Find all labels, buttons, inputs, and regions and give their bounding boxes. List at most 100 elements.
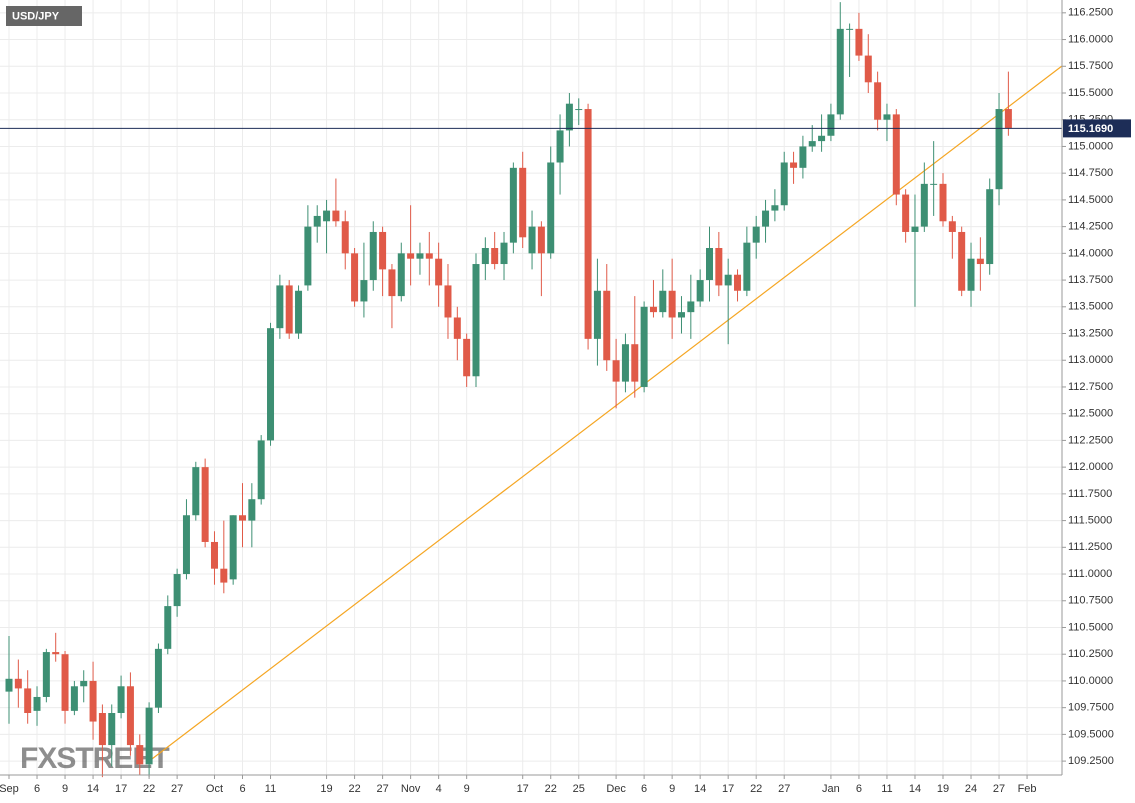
candle-body [154, 648, 162, 708]
x-tick-label: 9 [62, 783, 68, 795]
y-tick-label: 110.2500 [1068, 648, 1113, 660]
candle-body [435, 258, 443, 286]
x-tick-label: 22 [545, 783, 557, 795]
x-tick-label: 6 [641, 783, 647, 795]
candle-body [649, 306, 657, 313]
candle-body [818, 135, 826, 142]
candle-body [827, 114, 835, 136]
x-tick-label: 6 [856, 783, 862, 795]
y-tick-label: 115.0000 [1068, 140, 1113, 152]
candle-body [790, 162, 798, 168]
candle-body [640, 306, 648, 387]
candle-body [575, 109, 583, 111]
candle-body [126, 686, 134, 746]
candle-body [42, 652, 50, 697]
candle-body [33, 696, 41, 711]
candle-body [80, 680, 88, 687]
x-tick-label: 22 [750, 783, 762, 795]
y-tick-label: 109.2500 [1068, 755, 1114, 767]
candle-body [5, 678, 13, 692]
candle-body [192, 467, 200, 516]
x-tick-label: 27 [171, 783, 183, 795]
y-tick-label: 110.0000 [1068, 675, 1113, 687]
candle-body [164, 606, 172, 649]
y-tick-label: 112.2500 [1068, 434, 1113, 446]
price-label: 115.1690 [1068, 123, 1113, 135]
candle-body [715, 248, 723, 286]
y-tick-label: 109.5000 [1068, 728, 1114, 740]
candle-body [491, 248, 499, 265]
candle-body [724, 274, 732, 286]
x-tick-label: 17 [517, 783, 529, 795]
y-tick-label: 114.0000 [1068, 247, 1113, 259]
trendline [148, 65, 1062, 762]
candle-body [668, 290, 676, 318]
candle-body [248, 499, 256, 521]
candle-body [351, 253, 359, 302]
x-tick-label: Dec [606, 783, 626, 795]
x-tick-label: 14 [694, 783, 706, 795]
x-tick-label: 14 [909, 783, 921, 795]
y-tick-label: 114.7500 [1068, 167, 1113, 179]
x-tick-label: 6 [239, 783, 245, 795]
candle-body [752, 226, 760, 243]
candle-body [444, 285, 452, 318]
candle-body [892, 114, 900, 195]
x-tick-label: 17 [722, 783, 734, 795]
candle-body [117, 686, 125, 713]
candle-body [52, 652, 60, 655]
candle-body [360, 280, 368, 302]
y-tick-label: 111.2500 [1068, 541, 1112, 553]
x-tick-label: 9 [669, 783, 675, 795]
candle-body [304, 226, 312, 286]
y-tick-label: 112.0000 [1068, 461, 1113, 473]
candle-body [593, 290, 601, 339]
candle-body [939, 183, 947, 222]
price-box [1063, 119, 1131, 138]
x-tick-label: 4 [436, 783, 442, 795]
symbol-label: USD/JPY [12, 10, 60, 22]
candle-body [407, 253, 415, 259]
x-tick-label: 19 [937, 783, 949, 795]
candle-body [500, 242, 508, 265]
candle-body [995, 109, 1003, 190]
y-tick-label: 111.5000 [1068, 514, 1112, 526]
y-tick-label: 114.2500 [1068, 221, 1113, 233]
candle-body [948, 221, 956, 232]
y-tick-label: 112.7500 [1068, 381, 1113, 393]
candle-body [621, 344, 629, 382]
candle-body [902, 194, 910, 232]
candle-body [677, 312, 685, 318]
y-tick-label: 116.0000 [1068, 33, 1113, 45]
candle-body [369, 231, 377, 281]
candle-body [295, 290, 303, 334]
candle-body [463, 338, 471, 377]
candle-body [659, 290, 667, 313]
candle-body [967, 258, 975, 291]
candle-body [397, 253, 405, 297]
x-tick-label: Jan [822, 783, 840, 795]
candle-body [771, 205, 779, 211]
candle-body [547, 162, 555, 254]
candle-body [958, 231, 966, 291]
candle-body [416, 253, 424, 259]
x-tick-label: 25 [573, 783, 585, 795]
y-tick-label: 114.5000 [1068, 194, 1113, 206]
candle-body [976, 258, 984, 265]
candle-body [267, 328, 275, 441]
x-tick-label: 27 [993, 783, 1005, 795]
candle-body [920, 183, 928, 227]
candle-body [584, 109, 592, 339]
candle-body [145, 707, 153, 765]
x-tick-label: Sep [0, 783, 19, 795]
candle-body [313, 215, 321, 227]
y-tick-label: 110.5000 [1068, 621, 1113, 633]
candle-body [323, 210, 331, 222]
candle-body [808, 141, 816, 147]
x-tick-label: 22 [348, 783, 360, 795]
candle-body [70, 686, 78, 711]
candle-body [257, 440, 265, 500]
y-tick-label: 113.0000 [1068, 354, 1113, 366]
candle-body [780, 162, 788, 206]
candle-body [986, 189, 994, 265]
